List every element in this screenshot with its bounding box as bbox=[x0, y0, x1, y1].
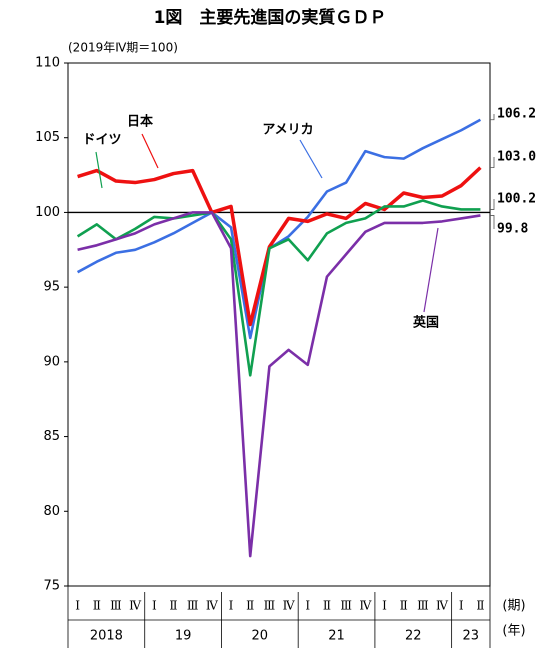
series-line bbox=[77, 211, 481, 558]
x-tick-label: Ⅲ bbox=[340, 599, 352, 613]
x-tick-label: Ⅲ bbox=[264, 599, 276, 613]
series-label: 英国 bbox=[412, 315, 439, 331]
plot-frame bbox=[67, 62, 491, 587]
year-label: 20 bbox=[252, 629, 269, 644]
year-label: 2018 bbox=[90, 629, 123, 644]
x-tick-label: Ⅳ bbox=[206, 599, 219, 613]
y-tick-label: 75 bbox=[43, 579, 60, 594]
label-arrow bbox=[95, 151, 103, 189]
series-line bbox=[77, 166, 482, 327]
value-bracket bbox=[490, 199, 495, 210]
x-tick-label: Ⅰ bbox=[305, 599, 310, 613]
series-label: 日本 bbox=[127, 114, 153, 130]
y-tick-label: 80 bbox=[43, 504, 60, 519]
x-tick-label: Ⅰ bbox=[229, 599, 234, 613]
label-arrow bbox=[299, 139, 323, 179]
value-bracket bbox=[490, 157, 495, 169]
label-arrow bbox=[423, 227, 439, 313]
y-tick-label: 110 bbox=[35, 56, 60, 71]
value-bracket bbox=[490, 114, 495, 121]
x-tick-label: Ⅱ bbox=[323, 599, 331, 613]
year-label: 19 bbox=[175, 629, 192, 644]
year-label: 22 bbox=[405, 629, 422, 644]
value-bracket bbox=[490, 215, 495, 229]
x-tick-label: Ⅳ bbox=[359, 599, 372, 613]
x-tick-label: Ⅱ bbox=[93, 599, 101, 613]
y-tick-label: 85 bbox=[43, 429, 60, 444]
x-tick-label: Ⅱ bbox=[476, 599, 484, 613]
year-label: 21 bbox=[328, 629, 345, 644]
series-line bbox=[76, 118, 482, 340]
y-tick-label: 95 bbox=[43, 280, 60, 295]
x-tick-label: Ⅳ bbox=[129, 599, 142, 613]
x-axis-label: (期) bbox=[502, 599, 525, 614]
x-tick-label: Ⅰ bbox=[75, 599, 80, 613]
series-label: アメリカ bbox=[262, 123, 313, 138]
value-label: 103.0 bbox=[497, 150, 536, 165]
value-label: 106.2 bbox=[497, 107, 536, 122]
x-tick-label: Ⅱ bbox=[400, 599, 408, 613]
x-tick-label: Ⅲ bbox=[187, 599, 199, 613]
x-tick-label: Ⅱ bbox=[169, 599, 177, 613]
x-tick-label: Ⅳ bbox=[436, 599, 449, 613]
x-tick-label: Ⅳ bbox=[283, 599, 296, 613]
x-tick-label: Ⅰ bbox=[382, 599, 387, 613]
x-tick-label: Ⅰ bbox=[152, 599, 157, 613]
subtitle: (2019年Ⅳ期＝100) bbox=[68, 41, 178, 55]
chart-title: 1図 主要先進国の実質ＧＤＰ bbox=[154, 7, 387, 28]
x-tick-label: Ⅰ bbox=[459, 599, 464, 613]
series-line bbox=[76, 199, 481, 377]
year-axis-label: (年) bbox=[502, 624, 525, 639]
x-tick-label: Ⅲ bbox=[110, 599, 122, 613]
series-label: ドイツ bbox=[82, 133, 121, 148]
y-tick-label: 105 bbox=[35, 130, 60, 145]
x-tick-label: Ⅲ bbox=[417, 599, 429, 613]
y-tick-label: 100 bbox=[35, 205, 60, 220]
value-label: 100.2 bbox=[497, 192, 536, 207]
year-label: 23 bbox=[463, 629, 480, 644]
x-tick-label: Ⅱ bbox=[246, 599, 254, 613]
y-tick-label: 90 bbox=[43, 354, 60, 369]
label-arrow bbox=[141, 133, 159, 169]
value-label: 99.8 bbox=[497, 222, 528, 237]
